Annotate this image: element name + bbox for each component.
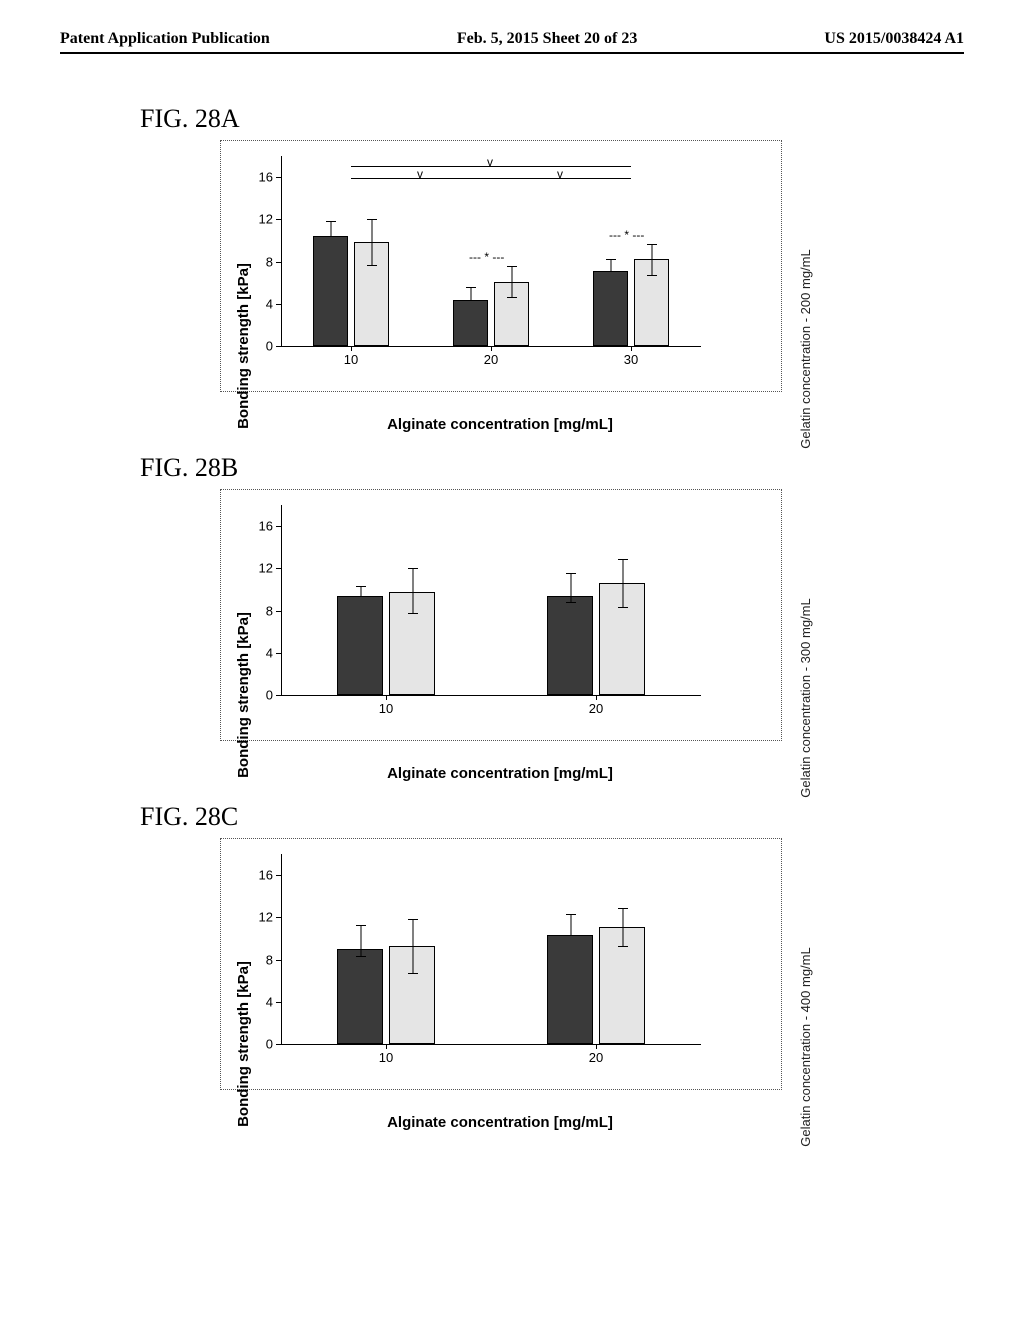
bar [547, 596, 593, 695]
x-tick-label: 10 [379, 1050, 393, 1065]
figure-28a: FIG. 28A 0 4 8 12 16 10 20 30 Bonding strength [… [60, 104, 964, 433]
fig-label-b: FIG. 28B [140, 453, 964, 483]
x-axis-label: Alginate concentration [mg/mL] [220, 1114, 780, 1131]
y-tick-label: 4 [249, 645, 273, 660]
y-tick-label: 4 [249, 994, 273, 1009]
significance-v: v [487, 155, 493, 169]
page: Patent Application Publication Feb. 5, 2… [0, 0, 1024, 1181]
x-tick-label: 20 [589, 1050, 603, 1065]
y-axis-label: Bonding strength [kPa] [235, 612, 252, 778]
header-center: Feb. 5, 2015 Sheet 20 of 23 [457, 30, 637, 48]
y-tick-label: 16 [249, 519, 273, 534]
header-right: US 2015/0038424 A1 [824, 30, 964, 48]
significance-star: --- * --- [609, 228, 644, 242]
chart-a: 0 4 8 12 16 10 20 30 Bonding strength [kPa] v v v --… [220, 140, 780, 433]
y-tick-label: 12 [249, 561, 273, 576]
significance-star: --- * --- [469, 250, 504, 264]
fig-label-a: FIG. 28A [140, 104, 964, 134]
bar [337, 596, 383, 695]
significance-v: v [417, 167, 423, 181]
header-left: Patent Application Publication [60, 30, 270, 48]
y-axis-label: Bonding strength [kPa] [235, 263, 252, 429]
right-side-label: Gelatin concentration - 200 mg/mL [798, 249, 813, 448]
y-tick-label: 0 [249, 1037, 273, 1052]
figure-28b: FIG. 28B 0 4 8 12 16 10 20 Bonding strength [kP… [60, 453, 964, 782]
x-tick-label: 20 [484, 352, 498, 367]
bar [313, 236, 348, 346]
y-tick-label: 0 [249, 688, 273, 703]
y-tick-label: 16 [249, 170, 273, 185]
bar [337, 949, 383, 1044]
y-tick-label: 16 [249, 868, 273, 883]
chart-box: 04812161020Bonding strength [kPa] [220, 838, 782, 1090]
y-tick-label: 0 [249, 339, 273, 354]
x-tick-label: 20 [589, 701, 603, 716]
y-tick-label: 12 [249, 910, 273, 925]
right-side-label: Gelatin concentration - 400 mg/mL [798, 947, 813, 1146]
y-tick-label: 8 [249, 603, 273, 618]
y-tick-label: 8 [249, 952, 273, 967]
figure-28c: FIG. 28C 0 4 8 12 16 10 20 Bonding strength [kP… [60, 802, 964, 1131]
bar [593, 271, 628, 346]
bar [453, 300, 488, 346]
x-axis-label: Alginate concentration [mg/mL] [220, 416, 780, 433]
x-axis-label: Alginate concentration [mg/mL] [220, 765, 780, 782]
bar [547, 935, 593, 1044]
y-tick-label: 12 [249, 212, 273, 227]
chart-box: 04812161020Bonding strength [kPa] [220, 489, 782, 741]
y-tick-label: 4 [249, 296, 273, 311]
chart-b: 04812161020Bonding strength [kPa]Gelatin… [220, 489, 780, 782]
chart-box: 0481216102030Bonding strength [kPa]vvv--… [220, 140, 782, 392]
y-tick-label: 8 [249, 254, 273, 269]
chart-c: 04812161020Bonding strength [kPa]Gelatin… [220, 838, 780, 1131]
page-header: Patent Application Publication Feb. 5, 2… [60, 30, 964, 54]
significance-v: v [557, 167, 563, 181]
fig-label-c: FIG. 28C [140, 802, 964, 832]
y-axis-label: Bonding strength [kPa] [235, 961, 252, 1127]
x-tick-label: 30 [624, 352, 638, 367]
right-side-label: Gelatin concentration - 300 mg/mL [798, 598, 813, 797]
x-tick-label: 10 [344, 352, 358, 367]
x-tick-label: 10 [379, 701, 393, 716]
